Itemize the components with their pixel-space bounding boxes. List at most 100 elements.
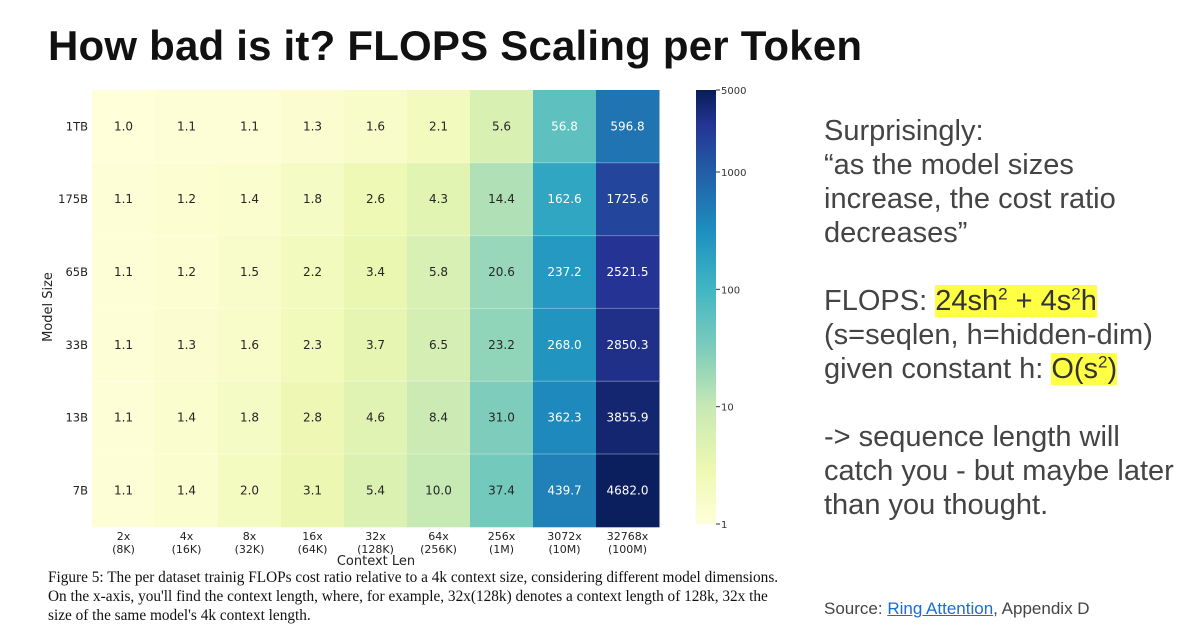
ring-attention-link[interactable]: Ring Attention [887, 599, 994, 618]
column-tick-sublabel: (256K) [420, 543, 457, 556]
flops-formula: FLOPS: 24sh2 + 4s2h [824, 284, 1194, 318]
slide-title: How bad is it? FLOPS Scaling per Token [48, 22, 863, 69]
row-tick-label: 175B [58, 192, 88, 206]
heatmap-cell [533, 308, 597, 382]
heatmap-cell [218, 381, 282, 455]
heatmap-cell [344, 90, 408, 164]
colorbar-tick-label: 10 [721, 403, 734, 414]
heatmap-cell [344, 454, 408, 528]
row-tick-label: 65B [65, 265, 88, 279]
cell-value-label: 1.1 [114, 483, 133, 497]
heatmap-cell [596, 308, 660, 382]
heatmap-cell [281, 308, 345, 382]
heatmap-cell [155, 381, 219, 455]
heatmap-cell [344, 308, 408, 382]
heatmap-cell [281, 454, 345, 528]
heatmap-cell [596, 454, 660, 528]
heatmap-cell [218, 454, 282, 528]
heatmap-cell [281, 90, 345, 164]
heatmap-cell [533, 162, 597, 237]
column-tick-label: 32x [365, 530, 386, 543]
formula-term-b: + 4s [1007, 285, 1072, 317]
cell-value-label: 237.2 [547, 265, 581, 279]
source-suffix: , Appendix D [993, 599, 1090, 618]
heatmap-cell [407, 308, 471, 382]
colorbar-tick-label: 100 [721, 285, 740, 296]
cell-value-label: 5.6 [492, 119, 511, 133]
heatmap-cell [596, 162, 660, 237]
heatmap-cell [92, 235, 156, 309]
x-axis-label: Context Len [337, 554, 415, 569]
given-label: given constant h: [824, 353, 1052, 385]
cell-value-label: 1.1 [114, 338, 133, 352]
column-tick-label: 256x [488, 530, 516, 543]
row-labels: 1TB 175B 65B 33B 13B 7B [58, 119, 88, 497]
heatmap-cell [155, 162, 219, 237]
heatmap-cell [92, 162, 156, 237]
cell-value-label: 1725.6 [607, 192, 649, 206]
cell-value-label: 1.2 [177, 265, 196, 279]
column-tick-sublabel: (128K) [357, 543, 394, 556]
heatmap-cell [407, 235, 471, 309]
heatmap-cell [407, 381, 471, 455]
column-tick-sublabel: (1M) [489, 543, 514, 556]
cell-value-label: 2.3 [303, 338, 322, 352]
cell-value-label: 3855.9 [607, 411, 649, 425]
cell-value-label: 1.1 [177, 119, 196, 133]
cell-value-label: 37.4 [488, 483, 515, 497]
heatmap-cell [281, 235, 345, 309]
cell-value-label: 1.3 [303, 119, 322, 133]
cell-value-label: 20.6 [488, 265, 515, 279]
cell-value-label: 162.6 [547, 192, 581, 206]
column-tick-label: 3072x [547, 530, 582, 543]
formula-term-c: h [1080, 285, 1097, 317]
heatmap-cell [470, 381, 534, 455]
cell-value-label: 31.0 [488, 411, 515, 425]
big-o-highlight: O(s2) [1051, 352, 1118, 385]
notes-conclusion: -> sequence length will catch you - but … [824, 421, 1174, 521]
heatmap-cell [218, 90, 282, 164]
heatmap-cells: 1.0 1.1 1.1 1.3 1.6 2.1 5.6 56.8 596.8 1.1 1.2 1.4 1… [92, 90, 660, 528]
cell-value-label: 1.4 [240, 192, 259, 206]
cell-value-label: 5.8 [429, 265, 448, 279]
heatmap-cell [155, 235, 219, 309]
cell-value-label: 2.6 [366, 192, 385, 206]
row-tick-label: 13B [65, 411, 88, 425]
column-tick-label: 32768x [607, 530, 649, 543]
notes-panel: Surprisingly: “as the model sizes increa… [824, 114, 1194, 522]
heatmap-cell [407, 454, 471, 528]
y-axis-label: Model Size [41, 272, 56, 342]
heatmap-cell [533, 90, 597, 164]
column-tick-sublabel: (32K) [235, 543, 265, 556]
cell-value-label: 10.0 [425, 483, 452, 497]
big-o-post: ) [1107, 353, 1118, 385]
row-tick-label: 1TB [66, 119, 88, 133]
heatmap-cell [344, 162, 408, 237]
notes-params: (s=seqlen, h=hidden-dim) [824, 319, 1153, 351]
cell-value-label: 4682.0 [607, 483, 649, 497]
cell-value-label: 1.3 [177, 338, 196, 352]
cell-value-label: 439.7 [547, 483, 581, 497]
row-tick-label: 33B [65, 338, 88, 352]
heatmap-cell [470, 90, 534, 164]
source-label: Source: [824, 599, 888, 618]
heatmap-cell [596, 90, 660, 164]
heatmap-cell [218, 162, 282, 237]
big-o-exp: 2 [1098, 352, 1108, 372]
heatmap-cell [470, 235, 534, 309]
cell-value-label: 56.8 [551, 119, 578, 133]
column-tick-sublabel: (100M) [608, 543, 647, 556]
heatmap-cell [281, 162, 345, 237]
column-tick-label: 64x [428, 530, 449, 543]
heatmap-cell [533, 454, 597, 528]
heatmap-cell [218, 235, 282, 309]
cell-value-label: 5.4 [366, 483, 385, 497]
cell-value-label: 8.4 [429, 411, 448, 425]
cell-value-label: 2.8 [303, 411, 322, 425]
column-tick-sublabel: (10M) [548, 543, 580, 556]
cell-value-label: 1.8 [240, 411, 259, 425]
source-citation: Source: Ring Attention, Appendix D [824, 599, 1090, 619]
column-labels: 2x(8K) 4x(16K) 8x(32K) 16x(64K) 32x(128K) 64x… [112, 530, 649, 556]
heatmap-cell [596, 381, 660, 455]
heatmap-cell [155, 90, 219, 164]
